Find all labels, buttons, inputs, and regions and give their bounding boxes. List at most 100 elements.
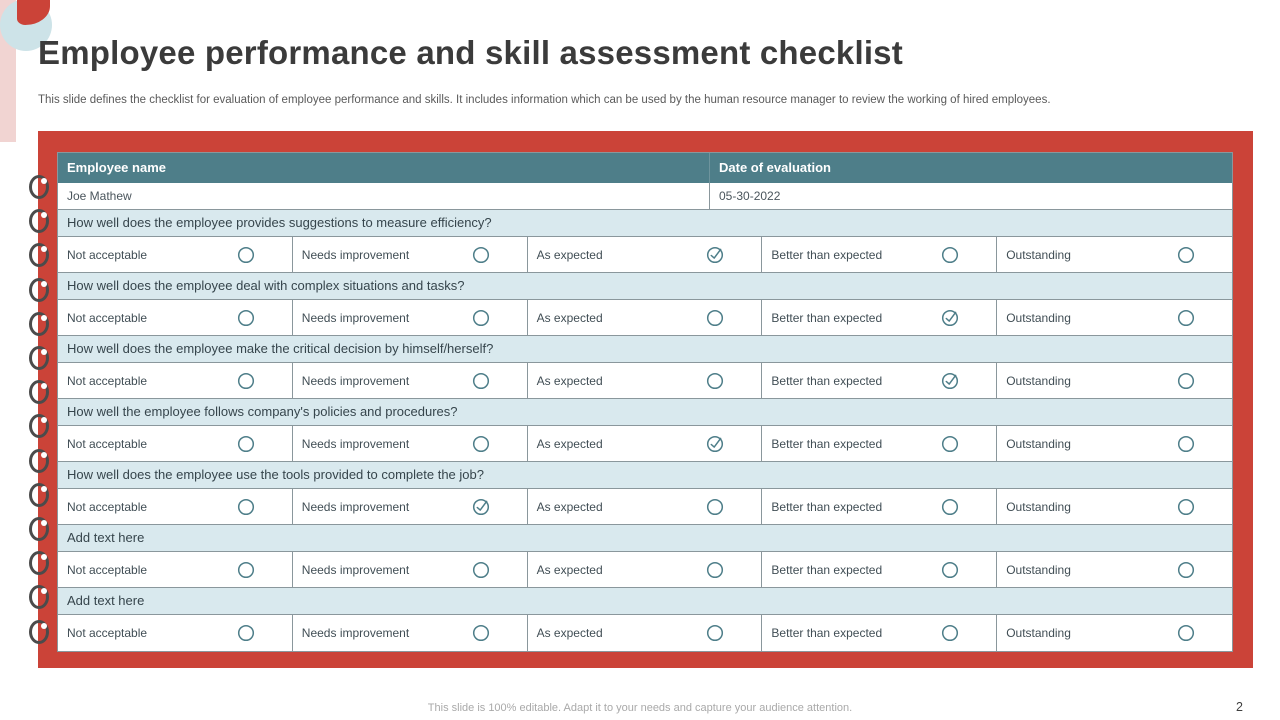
rating-option-cell: As expected bbox=[528, 300, 763, 335]
binder-ring-icon bbox=[29, 619, 49, 644]
radio-unchecked-icon[interactable] bbox=[237, 309, 256, 327]
page-number: 2 bbox=[1236, 700, 1243, 714]
radio-unchecked-icon[interactable] bbox=[472, 246, 491, 264]
radio-unchecked-icon[interactable] bbox=[237, 561, 256, 579]
radio-unchecked-icon[interactable] bbox=[941, 498, 960, 516]
radio-unchecked-icon[interactable] bbox=[706, 309, 725, 327]
employee-name-value[interactable]: Joe Mathew bbox=[58, 183, 710, 209]
question-row: How well does the employee provides sugg… bbox=[58, 210, 1232, 237]
radio-unchecked-icon[interactable] bbox=[1177, 309, 1196, 327]
radio-unchecked-icon[interactable] bbox=[1177, 624, 1196, 642]
rating-option-label: Not acceptable bbox=[67, 562, 148, 577]
rating-option-label: Better than expected bbox=[771, 499, 883, 514]
radio-checked-icon[interactable] bbox=[941, 372, 960, 390]
radio-unchecked-icon[interactable] bbox=[1177, 561, 1196, 579]
rating-option-cell: Needs improvement bbox=[293, 489, 528, 524]
radio-unchecked-icon[interactable] bbox=[472, 372, 491, 390]
rating-option-cell: Needs improvement bbox=[293, 237, 528, 272]
binder-ring-icon bbox=[29, 551, 49, 576]
checklist-body: How well does the employee provides sugg… bbox=[58, 210, 1232, 651]
radio-unchecked-icon[interactable] bbox=[1177, 246, 1196, 264]
radio-unchecked-icon[interactable] bbox=[941, 624, 960, 642]
slide-subtitle: This slide defines the checklist for eva… bbox=[38, 94, 1051, 106]
binder-ring-icon bbox=[29, 585, 49, 610]
radio-unchecked-icon[interactable] bbox=[706, 561, 725, 579]
question-row: How well does the employee make the crit… bbox=[58, 336, 1232, 363]
rating-option-cell: Better than expected bbox=[762, 237, 998, 272]
rating-row: Not acceptable Needs improvement As expect… bbox=[58, 363, 1232, 399]
rating-option-cell: Not acceptable bbox=[58, 300, 293, 335]
rating-option-cell: Not acceptable bbox=[58, 363, 293, 398]
radio-unchecked-icon[interactable] bbox=[1177, 372, 1196, 390]
radio-unchecked-icon[interactable] bbox=[706, 372, 725, 390]
radio-checked-icon[interactable] bbox=[941, 309, 960, 327]
rating-option-cell: Needs improvement bbox=[293, 552, 528, 587]
binder-ring-icon bbox=[29, 311, 49, 336]
radio-unchecked-icon[interactable] bbox=[941, 246, 960, 264]
rating-row: Not acceptable Needs improvement As expect… bbox=[58, 300, 1232, 336]
radio-unchecked-icon[interactable] bbox=[472, 435, 491, 453]
rating-option-cell: As expected bbox=[528, 426, 763, 461]
rating-row: Not acceptable Needs improvement As expect… bbox=[58, 426, 1232, 462]
rating-option-cell: Outstanding bbox=[997, 489, 1232, 524]
rating-option-cell: Outstanding bbox=[997, 363, 1232, 398]
radio-unchecked-icon[interactable] bbox=[941, 435, 960, 453]
rating-option-label: As expected bbox=[536, 247, 603, 262]
radio-unchecked-icon[interactable] bbox=[472, 309, 491, 327]
binder-ring-icon bbox=[29, 209, 49, 234]
radio-unchecked-icon[interactable] bbox=[237, 498, 256, 516]
rating-option-cell: Not acceptable bbox=[58, 426, 293, 461]
rating-option-label: As expected bbox=[536, 499, 603, 514]
rating-option-label: Needs improvement bbox=[301, 499, 410, 514]
rating-option-cell: Outstanding bbox=[997, 552, 1232, 587]
radio-unchecked-icon[interactable] bbox=[472, 561, 491, 579]
rating-option-label: Needs improvement bbox=[301, 247, 410, 262]
radio-unchecked-icon[interactable] bbox=[237, 435, 256, 453]
radio-unchecked-icon[interactable] bbox=[237, 372, 256, 390]
rating-option-cell: Better than expected bbox=[762, 615, 998, 651]
rating-option-label: As expected bbox=[536, 373, 603, 388]
rating-option-cell: Better than expected bbox=[762, 300, 998, 335]
page-title: Employee performance and skill assessmen… bbox=[38, 34, 903, 71]
rating-option-label: Not acceptable bbox=[67, 499, 148, 514]
binder-ring-icon bbox=[29, 517, 49, 541]
binder-ring-icon bbox=[29, 346, 49, 370]
rating-option-cell: Outstanding bbox=[997, 237, 1232, 272]
binder-ring-icon bbox=[29, 448, 49, 473]
checklist-frame: Employee name Date of evaluation Joe Mat… bbox=[38, 131, 1253, 668]
employee-name-header: Employee name bbox=[58, 153, 710, 183]
evaluation-date-value[interactable]: 05-30-2022 bbox=[719, 189, 781, 203]
radio-unchecked-icon[interactable] bbox=[237, 624, 256, 642]
radio-unchecked-icon[interactable] bbox=[472, 624, 491, 642]
date-of-evaluation-header: Date of evaluation bbox=[719, 160, 831, 175]
rating-row: Not acceptable Needs improvement As expect… bbox=[58, 615, 1232, 651]
question-row: How well the employee follows company's … bbox=[58, 399, 1232, 426]
rating-option-cell: Not acceptable bbox=[58, 237, 293, 272]
table-header-row: Employee name Date of evaluation bbox=[58, 153, 1232, 183]
rating-option-cell: Outstanding bbox=[997, 615, 1232, 651]
assessment-table: Employee name Date of evaluation Joe Mat… bbox=[57, 152, 1233, 652]
radio-unchecked-icon[interactable] bbox=[1177, 435, 1196, 453]
rating-option-label: Not acceptable bbox=[67, 247, 148, 262]
rating-option-cell: As expected bbox=[528, 615, 763, 651]
rating-option-label: As expected bbox=[536, 436, 603, 451]
radio-unchecked-icon[interactable] bbox=[706, 498, 725, 516]
rating-option-cell: Outstanding bbox=[997, 426, 1232, 461]
rating-option-label: Better than expected bbox=[771, 310, 883, 325]
rating-option-label: Outstanding bbox=[1006, 626, 1071, 640]
rating-option-cell: As expected bbox=[528, 552, 763, 587]
radio-unchecked-icon[interactable] bbox=[237, 246, 256, 264]
rating-option-cell: Needs improvement bbox=[293, 426, 528, 461]
binder-ring-icon bbox=[29, 277, 49, 302]
radio-checked-icon[interactable] bbox=[706, 435, 725, 453]
rating-option-label: Outstanding bbox=[1006, 436, 1071, 451]
binder-ring-icon bbox=[29, 175, 49, 199]
radio-checked-icon[interactable] bbox=[472, 498, 491, 516]
radio-unchecked-icon[interactable] bbox=[1177, 498, 1196, 516]
rating-option-label: Better than expected bbox=[771, 247, 883, 262]
radio-checked-icon[interactable] bbox=[706, 246, 725, 264]
radio-unchecked-icon[interactable] bbox=[706, 624, 725, 642]
rating-option-cell: Needs improvement bbox=[293, 615, 528, 651]
radio-unchecked-icon[interactable] bbox=[941, 561, 960, 579]
question-row: How well does the employee deal with com… bbox=[58, 273, 1232, 300]
